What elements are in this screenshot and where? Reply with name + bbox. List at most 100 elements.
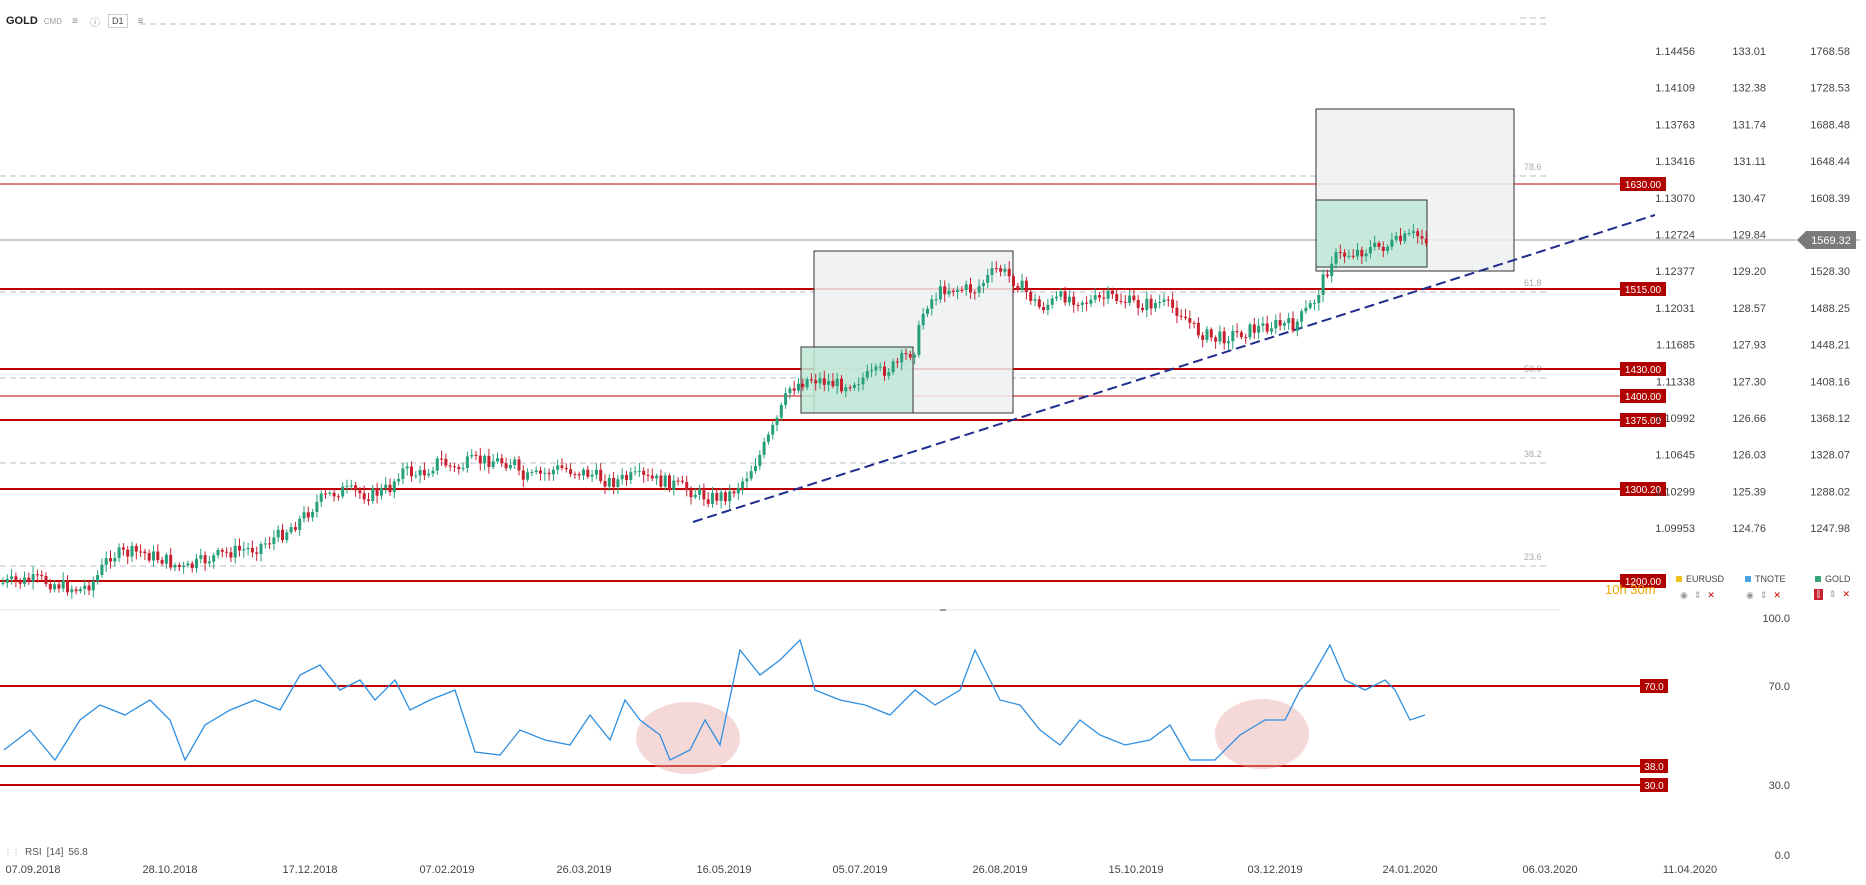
candle-body — [371, 488, 375, 501]
candle-body — [496, 458, 499, 462]
eurusd-axis-tick: 1.10645 — [1655, 450, 1695, 462]
candle-body — [1287, 318, 1291, 324]
candle-body — [367, 499, 370, 501]
candle-body — [263, 543, 267, 545]
chart-settings-icon[interactable]: ≡ — [137, 15, 144, 27]
candle-body — [723, 492, 727, 502]
candle-body — [1252, 324, 1256, 333]
candle-body — [788, 388, 792, 394]
candle-body — [969, 284, 972, 293]
rsi-indicator-label[interactable]: ⋮⋮ RSI [14] 56.8 — [4, 847, 88, 858]
gold-axis-tick: 1768.58 — [1810, 46, 1850, 58]
eye-icon[interactable]: ◉ — [1680, 590, 1688, 600]
candle-body — [1050, 298, 1054, 305]
candle-body — [405, 466, 409, 469]
candle-body — [517, 459, 521, 471]
candle-body — [943, 286, 947, 295]
candle-body — [534, 470, 538, 473]
candle-body — [629, 472, 633, 480]
candle-body — [766, 434, 770, 442]
interval-selector[interactable]: D1 — [108, 14, 128, 28]
tnote-swatch — [1745, 576, 1751, 582]
reorder-icon[interactable]: ⇕ — [1693, 590, 1702, 600]
candle-body — [921, 313, 925, 326]
symbol-label[interactable]: GOLD — [6, 15, 38, 27]
candle-body — [646, 474, 650, 476]
candle-body — [216, 550, 220, 556]
level-tag — [1620, 389, 1666, 403]
reorder-icon[interactable]: ⇕ — [1828, 589, 1837, 599]
candle-body — [78, 589, 82, 592]
legend-eurusd[interactable]: EURUSD — [1676, 574, 1724, 584]
eurusd-axis-tick: 1.13070 — [1655, 193, 1695, 205]
tnote-axis-tick: 126.66 — [1732, 413, 1766, 425]
candle-body — [1196, 322, 1200, 336]
candle-body — [121, 547, 125, 550]
candle-body — [818, 378, 822, 384]
candle-body — [1424, 238, 1428, 244]
level-tag-label: 1630.00 — [1625, 180, 1662, 191]
candle-body — [934, 299, 938, 301]
candle-body — [349, 485, 353, 487]
candle-body — [732, 491, 736, 494]
candle-body — [44, 576, 48, 584]
level-tag — [1620, 482, 1666, 496]
candle-body — [1368, 247, 1372, 254]
candle-body — [1080, 302, 1084, 305]
remove-icon[interactable]: ✕ — [1773, 590, 1781, 600]
tnote-axis-tick: 125.39 — [1732, 486, 1766, 498]
indicator-grip-icon[interactable]: ⋮⋮ — [4, 848, 20, 857]
candle-body — [680, 480, 684, 482]
candle-body — [1145, 298, 1149, 311]
candle-body — [1188, 318, 1192, 323]
candle-body — [160, 559, 164, 564]
candle-body — [861, 377, 865, 385]
candle-body — [427, 473, 431, 476]
candle-body — [878, 366, 882, 368]
candle-body — [698, 488, 702, 495]
candle-body — [375, 488, 379, 496]
candle-body — [1016, 286, 1020, 290]
candle-body — [1248, 324, 1252, 338]
candle-body — [285, 532, 289, 540]
info-icon[interactable]: ⓘ — [90, 17, 100, 29]
reorder-icon[interactable]: ⇕ — [1759, 590, 1768, 600]
eurusd-axis-tick: 1.13763 — [1655, 119, 1695, 131]
fib-label: 61.8 — [1524, 278, 1542, 288]
chart-toolbar: GOLD CMD ≡ ⓘ D1 ≡ — [6, 10, 148, 32]
eye-icon[interactable]: ◉ — [1746, 590, 1754, 600]
remove-icon[interactable]: ✕ — [1707, 590, 1715, 600]
candle-body — [594, 469, 598, 475]
candle-body — [1024, 280, 1028, 292]
candle-body — [199, 555, 203, 559]
candle-body — [848, 387, 852, 389]
eurusd-axis-tick: 1.12724 — [1655, 230, 1695, 242]
legend-tnote[interactable]: TNOTE — [1745, 574, 1786, 584]
candle-body — [186, 563, 190, 566]
candle-body — [392, 481, 396, 493]
candle-body — [448, 465, 452, 467]
candle-type-icon[interactable]: ⫿ — [1814, 589, 1823, 600]
candle-body — [195, 558, 198, 569]
candle-body — [53, 584, 57, 590]
rsi-axis-tick: 0.0 — [1775, 850, 1790, 862]
rsi-line — [3, 638, 1426, 762]
candle-body — [435, 458, 439, 471]
candle-body — [1244, 337, 1248, 339]
symbol-source-label: CMD — [43, 16, 62, 26]
candle-body — [1274, 320, 1278, 329]
candle-body — [616, 479, 620, 487]
candle-body — [805, 379, 809, 388]
remove-icon[interactable]: ✕ — [1842, 589, 1850, 599]
candle-body — [960, 289, 964, 291]
candle-countdown: 10h 30m — [1605, 582, 1656, 597]
candle-body — [556, 465, 560, 470]
compare-icon[interactable]: ≡ — [72, 15, 78, 27]
candle-body — [1338, 251, 1342, 253]
legend-gold[interactable]: GOLD — [1815, 574, 1851, 584]
candle-body — [259, 544, 263, 554]
candle-body — [207, 561, 211, 564]
date-axis-tick: 03.12.2019 — [1247, 864, 1302, 876]
